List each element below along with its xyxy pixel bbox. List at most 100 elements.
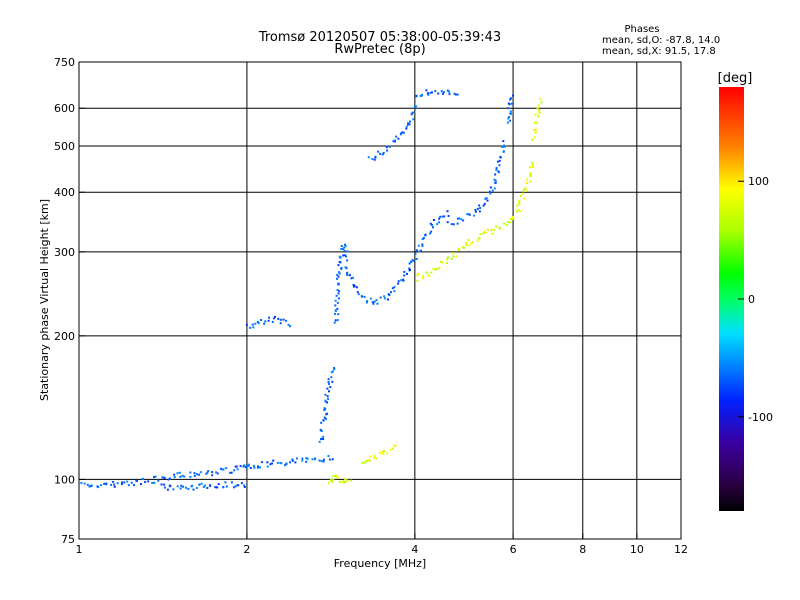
data-point [476,239,479,242]
data-point [90,484,93,487]
data-point [402,278,405,281]
data-point [215,471,218,474]
data-point [338,480,341,483]
data-point [517,208,520,211]
data-point [439,215,442,218]
data-point [344,481,347,484]
data-point [538,111,541,114]
data-point [452,252,455,255]
data-point [157,479,160,482]
data-point [408,262,411,265]
data-point [236,484,239,487]
data-point [282,318,285,321]
data-point [221,468,224,471]
data-point [409,120,411,123]
data-point [390,291,392,294]
data-point [324,393,327,396]
data-point [343,480,346,483]
data-point [336,277,338,280]
data-point [274,315,276,318]
data-point [532,129,535,132]
data-point [391,287,394,290]
data-point [214,486,217,489]
data-point [516,210,518,213]
data-point [346,250,349,253]
data-point [276,461,279,464]
data-point [440,260,443,263]
data-point [263,322,266,325]
data-point [383,295,386,298]
data-point [232,486,235,489]
data-point [245,323,248,326]
data-point [489,192,492,195]
data-point [486,199,489,202]
data-point [531,138,534,141]
data-point [507,102,510,105]
data-point [529,180,532,183]
data-point [341,248,344,251]
data-point [342,254,345,257]
data-point [110,483,113,486]
data-point [320,430,323,432]
data-point [167,478,170,481]
data-point [337,476,339,479]
y-tick-label: 200 [54,330,75,343]
data-point [447,215,450,217]
data-point [438,221,440,224]
data-point [139,483,142,486]
data-point [113,485,116,488]
data-point [267,319,270,322]
data-point [331,380,334,383]
data-point [144,480,147,483]
data-point [187,488,190,490]
data-point [163,483,166,486]
data-point [301,459,304,462]
colorbar-tick-label: 100 [748,175,769,188]
data-point [381,450,384,453]
data-point [334,304,337,307]
data-point [277,317,280,320]
data-point [105,483,108,486]
data-point [409,269,411,271]
data-point [99,484,102,487]
data-point [350,277,353,280]
data-point [372,302,375,305]
data-point [225,485,228,488]
data-point [176,472,179,475]
x-tick-label: 8 [579,543,586,556]
data-point [330,371,333,374]
data-point [271,462,273,465]
data-point [311,458,314,461]
data-point [493,187,496,190]
data-point [340,245,343,247]
data-point [318,459,321,462]
data-point [338,297,340,300]
data-point [448,93,451,96]
data-point [428,275,431,278]
data-point [180,484,183,487]
data-point [522,188,525,191]
data-point [516,204,519,207]
data-point [498,164,501,167]
data-point [425,271,428,274]
data-point [209,484,212,487]
data-point [373,456,376,459]
data-point [366,460,368,462]
data-point [414,252,417,255]
data-point [385,145,388,148]
data-point [510,102,513,105]
data-point [425,89,428,92]
data-point [441,215,444,218]
data-point [503,222,506,225]
data-point [374,156,377,159]
data-point [169,477,171,480]
data-point [529,172,532,175]
data-point [229,471,231,474]
data-point [437,92,440,95]
data-point [327,378,330,381]
data-point [240,482,243,485]
data-point [337,275,340,278]
data-point [319,428,322,431]
data-point [361,461,364,464]
data-point [518,203,521,206]
